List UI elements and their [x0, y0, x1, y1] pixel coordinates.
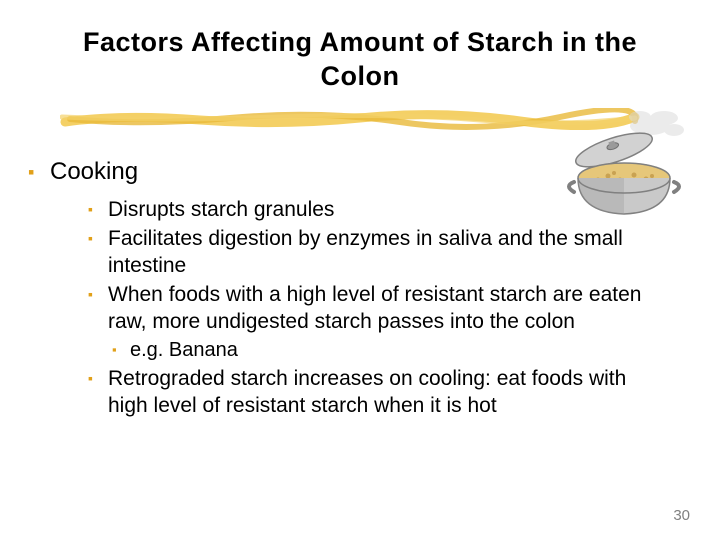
- bullet-l2: ▪ Disrupts starch granules: [88, 196, 668, 223]
- square-bullet-icon: ▪: [88, 225, 108, 252]
- bullet-l1-text: Cooking: [50, 158, 138, 186]
- bullet-l2: ▪ When foods with a high level of resist…: [88, 281, 668, 335]
- bullet-l2-text: Retrograded starch increases on cooling:…: [108, 365, 648, 419]
- square-bullet-icon: ▪: [88, 281, 108, 308]
- square-bullet-icon: ▪: [112, 337, 130, 363]
- bullet-l2-text: Facilitates digestion by enzymes in sali…: [108, 225, 648, 279]
- square-bullet-icon: ▪: [88, 196, 108, 223]
- page-number: 30: [673, 507, 690, 524]
- slide-title: Factors Affecting Amount of Starch in th…: [40, 26, 680, 94]
- bullet-l3-text: e.g. Banana: [130, 337, 238, 363]
- title-underline: [60, 108, 640, 130]
- bullet-l3: ▪ e.g. Banana: [112, 337, 668, 363]
- content-area: ▪ Cooking ▪ Disrupts starch granules ▪ F…: [28, 158, 668, 421]
- square-bullet-icon: ▪: [28, 158, 50, 186]
- bullet-l3-group: ▪ e.g. Banana: [112, 337, 668, 363]
- square-bullet-icon: ▪: [88, 365, 108, 392]
- bullet-l2-text: When foods with a high level of resistan…: [108, 281, 648, 335]
- bullet-l2-group: ▪ Disrupts starch granules ▪ Facilitates…: [88, 196, 668, 419]
- bullet-l1: ▪ Cooking: [28, 158, 668, 186]
- bullet-l2-text: Disrupts starch granules: [108, 196, 334, 223]
- bullet-l2: ▪ Retrograded starch increases on coolin…: [88, 365, 668, 419]
- slide: Factors Affecting Amount of Starch in th…: [0, 0, 720, 540]
- bullet-l2: ▪ Facilitates digestion by enzymes in sa…: [88, 225, 668, 279]
